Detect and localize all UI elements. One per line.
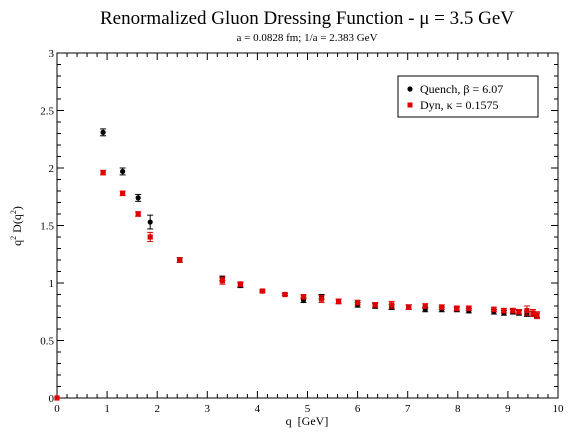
data-series <box>54 128 540 401</box>
data-point <box>355 299 361 306</box>
legend-marker-dyn <box>407 102 413 108</box>
legend-box <box>397 75 539 118</box>
legend-label-dyn: Dyn, κ = 0.1575 <box>420 98 498 112</box>
data-point <box>259 288 266 294</box>
data-point <box>516 309 522 315</box>
legend-label-quench: Quench, β = 6.07 <box>420 82 503 96</box>
y-tick-label: 0 <box>49 393 55 405</box>
data-point <box>147 234 153 240</box>
data-point <box>135 211 141 217</box>
data-point <box>300 294 307 300</box>
y-tick-label: 2.5 <box>40 106 54 118</box>
y-tick-label: 1 <box>49 278 55 290</box>
x-tick-label: 6 <box>355 403 361 415</box>
y-axis-label-sup2: 2 <box>9 210 18 214</box>
y-axis-label-sup1: 2 <box>9 236 18 240</box>
data-point <box>318 296 325 302</box>
legend: Quench, β = 6.07 Dyn, κ = 0.1575 <box>397 75 539 118</box>
chart-title: Renormalized Gluon Dressing Function - μ… <box>100 8 514 29</box>
data-point <box>120 190 126 196</box>
x-tick-label: 5 <box>305 403 311 415</box>
x-tick-label: 3 <box>205 403 211 415</box>
y-tick-label: 1.5 <box>40 221 54 233</box>
data-point <box>422 303 428 309</box>
data-point <box>219 278 225 284</box>
y-axis-label-q: q <box>10 240 24 246</box>
y-axis-label-d: D(q <box>10 214 24 236</box>
x-tick-label: 4 <box>255 403 261 415</box>
x-axis-ticks: 0 1 2 3 4 5 6 7 8 9 10 <box>54 53 564 415</box>
x-tick-label: 2 <box>154 403 160 415</box>
data-point <box>530 310 536 316</box>
data-point <box>406 304 412 310</box>
x-tick-label: 10 <box>553 403 565 415</box>
data-point <box>177 257 183 263</box>
data-point <box>466 305 472 311</box>
data-point <box>501 308 507 314</box>
data-point <box>237 281 243 287</box>
x-tick-label: 7 <box>405 403 411 415</box>
data-point <box>282 291 288 298</box>
y-tick-label: 3 <box>49 48 55 60</box>
y-tick-label: 0.5 <box>40 336 54 348</box>
x-tick-label: 9 <box>505 403 511 415</box>
data-point <box>120 168 126 175</box>
series-quench <box>100 128 540 318</box>
x-axis-label: q [GeV] <box>286 414 329 428</box>
legend-marker-quench <box>407 86 413 92</box>
y-axis-label-close: ) <box>10 206 24 210</box>
y-axis-label: q2 D(q2) <box>9 206 24 246</box>
data-point <box>335 298 342 304</box>
y-tick-label: 2 <box>49 163 55 175</box>
data-point <box>534 312 540 318</box>
data-point <box>54 395 60 401</box>
data-point <box>135 195 141 201</box>
data-point <box>524 308 530 314</box>
x-tick-label: 8 <box>455 403 461 415</box>
data-point <box>100 129 106 135</box>
data-point <box>372 302 378 308</box>
data-point <box>100 170 106 176</box>
data-point <box>439 304 445 310</box>
chart-subtitle: a = 0.0828 fm; 1/a = 2.383 GeV <box>236 32 377 44</box>
series-dyn <box>54 169 540 401</box>
data-point <box>491 306 497 313</box>
y-axis-ticks: 0 0.5 1 1.5 2 2.5 3 <box>40 48 558 405</box>
x-tick-label: 1 <box>104 403 110 415</box>
data-point <box>389 302 395 308</box>
data-point <box>510 308 516 314</box>
data-point <box>147 219 153 225</box>
x-tick-label: 0 <box>54 403 60 415</box>
data-point <box>454 305 460 311</box>
